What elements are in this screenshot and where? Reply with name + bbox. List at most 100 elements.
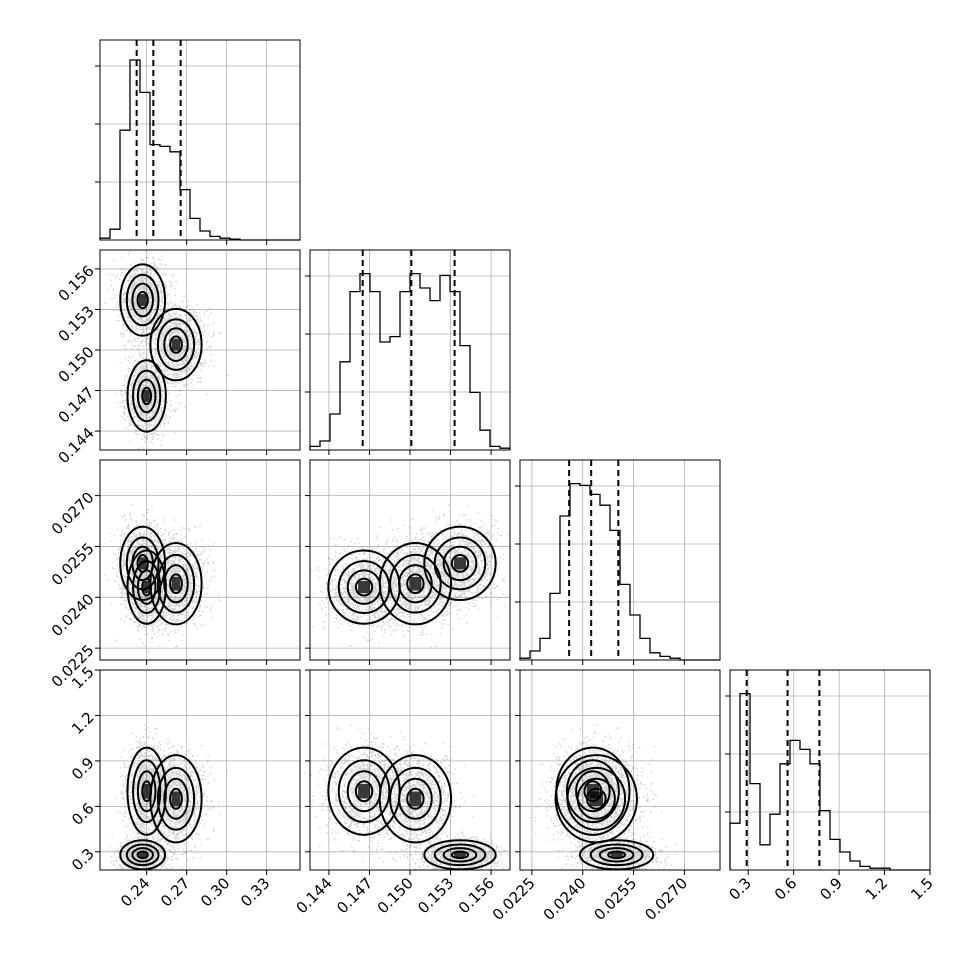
peak-1 <box>358 581 370 594</box>
contour-1-0 <box>126 359 167 433</box>
contour-2-3 <box>169 335 183 354</box>
peak-2 <box>409 576 422 591</box>
peak-1 <box>143 581 150 594</box>
peak-0 <box>138 852 147 858</box>
panel-frame <box>99 459 301 661</box>
hist-grid-0 <box>100 40 300 240</box>
contour-2-2 <box>398 564 433 604</box>
contour-0-3 <box>450 554 470 573</box>
contour-1-1 <box>132 759 162 824</box>
x-tick-label: 0.6 <box>771 874 801 904</box>
contour-2-3 <box>406 573 425 595</box>
x-tick-label: 0.0240 <box>540 874 590 924</box>
y-tick-label: 0.3 <box>68 845 98 875</box>
contour-1-1 <box>337 759 391 824</box>
contour-2-2 <box>163 564 189 604</box>
y-tick-label: 0.6 <box>68 799 98 829</box>
contour-1-3 <box>141 386 153 406</box>
x-tick-label: 0.30 <box>197 874 233 910</box>
y-tick-label: 0.0270 <box>48 489 98 539</box>
x-tick-label: 0.0225 <box>489 874 539 924</box>
contour-2-1 <box>566 766 627 831</box>
histogram-2 <box>519 482 720 661</box>
panel-1-0 <box>99 249 301 451</box>
panel-frame <box>519 669 721 871</box>
contour-0-2 <box>598 847 635 863</box>
hist-frame-0 <box>99 39 301 241</box>
peak-0 <box>454 852 466 858</box>
contour-2-3 <box>585 787 607 810</box>
x-tick-label: 0.150 <box>374 874 417 917</box>
hist-panel-2 <box>519 459 721 661</box>
panel-3-1 <box>309 669 511 871</box>
histogram-3 <box>729 692 930 871</box>
contour-2-3 <box>169 787 183 810</box>
hist-grid-2 <box>520 460 720 660</box>
contour-0-1 <box>433 843 487 867</box>
y-tick-label: 0.0255 <box>48 539 98 589</box>
contour-0-3 <box>450 850 470 860</box>
hist-panel-0 <box>99 39 301 241</box>
peak-2 <box>171 338 181 351</box>
contour-0-0 <box>119 263 167 337</box>
scatter-points <box>310 504 510 652</box>
contour-2-0 <box>378 542 453 626</box>
x-tick-label: 0.0255 <box>591 874 641 924</box>
contour-2-3 <box>169 573 183 595</box>
peak-2 <box>409 791 422 807</box>
contour-2-1 <box>156 766 196 831</box>
contour-0-2 <box>442 545 478 582</box>
contour-2-0 <box>149 307 203 382</box>
contour-2-0 <box>149 542 203 626</box>
histogram-1 <box>309 272 511 450</box>
contour-0-3 <box>136 290 149 310</box>
contour-0-1 <box>125 273 160 327</box>
y-tick-label: 0.156 <box>55 262 98 305</box>
x-tick-label: 1.2 <box>862 874 892 904</box>
contour-2-2 <box>398 777 433 820</box>
x-tick-label: 0.153 <box>414 874 457 917</box>
contour-0-1 <box>125 843 160 867</box>
hist-frame-3 <box>729 669 931 871</box>
panel-frame <box>99 669 301 871</box>
peak-0 <box>454 557 466 570</box>
contour-2-3 <box>406 787 425 810</box>
histogram-0 <box>99 59 300 241</box>
contour-2-1 <box>389 766 442 831</box>
contour-2-1 <box>389 553 442 614</box>
x-tick-label: 0.33 <box>237 874 273 910</box>
contour-0-0 <box>119 525 167 601</box>
contour-1-2 <box>136 569 157 605</box>
scatter-points <box>104 250 228 450</box>
hist-panel-3 <box>729 669 931 871</box>
x-tick-label: 0.9 <box>816 874 846 904</box>
contour-2-2 <box>163 777 189 820</box>
panel-2-1 <box>309 459 511 661</box>
scatter-points <box>529 724 678 870</box>
peak-2 <box>589 791 604 807</box>
contour-0-1 <box>433 536 487 591</box>
contour-0-1 <box>589 843 644 867</box>
contour-2-2 <box>163 327 189 362</box>
contour-2-2 <box>576 777 616 820</box>
y-tick-label: 0.153 <box>55 302 98 345</box>
x-tick-label: 0.144 <box>293 874 336 917</box>
peak-0 <box>610 852 623 858</box>
contour-0-2 <box>131 282 154 318</box>
contour-0-0 <box>423 839 497 870</box>
contour-0-0 <box>119 839 167 870</box>
x-tick-label: 0.27 <box>157 874 193 910</box>
y-tick-label: 0.150 <box>55 343 98 386</box>
x-tick-label: 0.0270 <box>641 874 691 924</box>
contour-0-2 <box>442 847 478 863</box>
y-tick-label: 0.0240 <box>48 590 98 640</box>
x-tick-label: 1.5 <box>907 874 937 904</box>
peak-0 <box>138 294 147 306</box>
contour-0-0 <box>579 839 655 870</box>
scatter-points <box>107 724 228 870</box>
y-tick-label: 1.2 <box>68 708 98 738</box>
contour-2-0 <box>149 754 203 844</box>
peak-2 <box>171 576 181 591</box>
peak-1 <box>358 783 370 799</box>
